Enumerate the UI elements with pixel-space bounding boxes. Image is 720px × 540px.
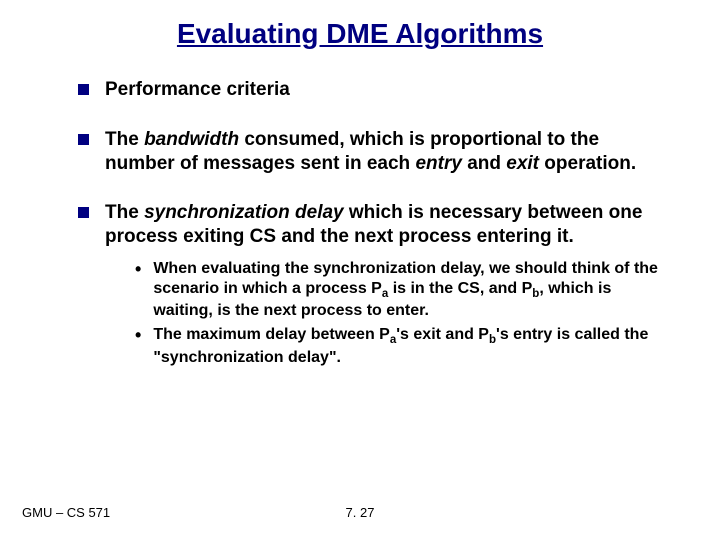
sub-bullet-item-2: • The maximum delay between Pa's exit an… bbox=[135, 325, 660, 368]
text-part: and bbox=[462, 153, 506, 174]
bullet-item-3: The synchronization delay which is neces… bbox=[78, 201, 660, 372]
dot-icon: • bbox=[135, 259, 141, 281]
bullet-text: Performance criteria bbox=[105, 78, 290, 102]
bullet-text: The synchronization delay which is neces… bbox=[105, 201, 660, 372]
slide: Evaluating DME Algorithms Performance cr… bbox=[0, 0, 720, 540]
dot-icon: • bbox=[135, 325, 141, 347]
text-emphasis: synchronization delay bbox=[144, 202, 344, 223]
bullet-icon bbox=[78, 134, 89, 145]
text-part: The bbox=[105, 129, 144, 150]
bullet-icon bbox=[78, 207, 89, 218]
bullet-text: The bandwidth consumed, which is proport… bbox=[105, 128, 660, 176]
slide-content: Performance criteria The bandwidth consu… bbox=[0, 78, 720, 372]
slide-title: Evaluating DME Algorithms bbox=[0, 0, 720, 50]
text-emphasis: bandwidth bbox=[144, 129, 239, 150]
bullet-item-2: The bandwidth consumed, which is proport… bbox=[78, 128, 660, 176]
footer-page-number: 7. 27 bbox=[0, 505, 720, 520]
sub-bullet-text: The maximum delay between Pa's exit and … bbox=[153, 325, 660, 368]
sub-bullet-item-1: • When evaluating the synchronization de… bbox=[135, 259, 660, 322]
text-part: The maximum delay between P bbox=[153, 326, 390, 343]
text-part: 's exit and P bbox=[396, 326, 489, 343]
text-emphasis: exit bbox=[506, 153, 539, 174]
sub-bullet-list: • When evaluating the synchronization de… bbox=[105, 259, 660, 368]
text-part: The bbox=[105, 202, 144, 223]
bullet-icon bbox=[78, 84, 89, 95]
text-emphasis: entry bbox=[415, 153, 461, 174]
text-part: operation. bbox=[539, 153, 636, 174]
bullet-item-1: Performance criteria bbox=[78, 78, 660, 102]
text-part: is in the CS, and P bbox=[388, 280, 532, 297]
subscript: b bbox=[489, 335, 496, 347]
sub-bullet-text: When evaluating the synchronization dela… bbox=[153, 259, 660, 322]
